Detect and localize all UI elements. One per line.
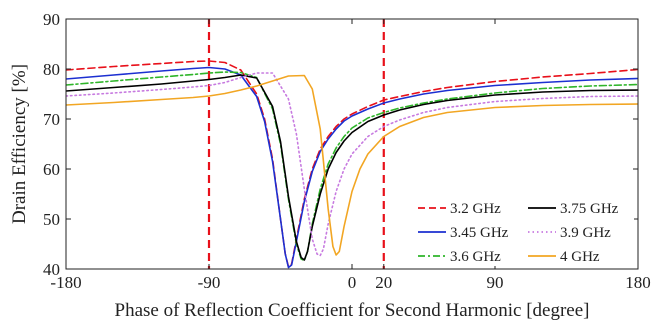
legend-box: [412, 192, 634, 266]
x-tick-label: 20: [375, 273, 392, 292]
y-tick-label: 80: [43, 60, 60, 79]
legend-label: 3.45 GHz: [450, 225, 509, 241]
legend-label: 3.75 GHz: [560, 201, 619, 217]
y-tick-label: 60: [43, 160, 60, 179]
x-tick-label: 180: [625, 273, 651, 292]
x-tick-label: -90: [198, 273, 221, 292]
y-tick-label: 70: [43, 110, 60, 129]
series-line: [66, 74, 638, 256]
series-line: [66, 72, 638, 257]
x-axis-title: Phase of Reflection Coefficient for Seco…: [115, 300, 590, 321]
legend-label: 3.6 GHz: [450, 249, 501, 265]
legend: 3.2 GHz 3.45 GHz 3.6 GHz 3.75 GHz 3.9 GHz 4 G…: [412, 192, 634, 266]
series-line: [66, 66, 638, 269]
marker-lines: [207, 19, 385, 269]
y-axis-title: Drain Efficiency [%]: [9, 64, 30, 224]
legend-label: 3.2 GHz: [450, 201, 501, 217]
y-tick-label: 90: [43, 10, 60, 29]
y-tick-label: 50: [43, 210, 60, 229]
x-tick-label: 0: [348, 273, 357, 292]
y-tick-labels: 40 50 60 70 80 90: [43, 10, 60, 279]
y-tick-label: 40: [43, 260, 60, 279]
legend-label: 3.9 GHz: [560, 225, 611, 241]
axis-ticks: [65, 18, 639, 270]
x-tick-label: 90: [487, 273, 504, 292]
series-line: [66, 74, 638, 261]
x-tick-labels: -180 -90 0 20 90 180: [50, 273, 650, 292]
legend-label: 4 GHz: [560, 249, 600, 265]
series-layer: [66, 60, 638, 269]
x-tick-label: -180: [50, 273, 81, 292]
